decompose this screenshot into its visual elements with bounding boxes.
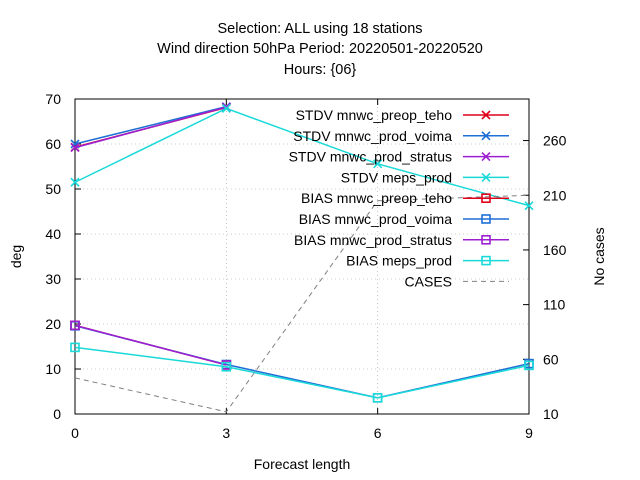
x-tick-label: 0 [71, 425, 79, 441]
data-point [70, 342, 80, 353]
series-layer [70, 102, 534, 413]
y2-axis-label: No cases [591, 227, 607, 285]
y-tick-label: 20 [45, 316, 61, 332]
legend-marker [481, 172, 491, 182]
data-point [221, 103, 231, 114]
data-point [70, 139, 80, 149]
x-tick-label: 3 [222, 425, 230, 441]
data-point [70, 320, 80, 331]
legend-label: BIAS mnwc_preop_teho [301, 190, 452, 206]
legend-label: BIAS mnwc_prod_stratus [294, 232, 452, 248]
y2-tick-label: 10 [543, 406, 559, 422]
series-line [74, 325, 530, 399]
chart-title-line-2: Wind direction 50hPa Period: 20220501-20… [157, 41, 483, 57]
data-point [373, 159, 383, 169]
y-tick-label: 50 [45, 181, 61, 197]
legend-marker [481, 235, 491, 245]
legend-label: CASES [405, 273, 452, 289]
legend-label: STDV meps_prod [341, 169, 452, 185]
plot-frame [74, 98, 530, 415]
series-line [74, 107, 530, 207]
legend-label: STDV mnwc_prod_stratus [289, 149, 452, 165]
y-axis-label: deg [8, 245, 24, 268]
legend-label: STDV mnwc_preop_teho [296, 107, 453, 123]
chart-title-line-1: Selection: ALL using 18 stations [217, 21, 423, 37]
series-line [74, 106, 227, 149]
y-tick-label: 60 [45, 136, 61, 152]
data-point [70, 177, 80, 187]
data-point [70, 143, 80, 153]
legend-label: BIAS mnwc_prod_voima [299, 211, 453, 227]
legend-marker [481, 152, 491, 162]
data-point [221, 361, 232, 372]
legend-marker [481, 255, 491, 266]
series-line [74, 105, 227, 145]
legend-label: BIAS meps_prod [346, 253, 452, 269]
x-axis-label: Forecast length [254, 456, 351, 472]
y2-tick-label: 160 [543, 242, 567, 258]
data-point [372, 392, 383, 403]
legend-marker [481, 193, 491, 203]
y2-tick-label: 260 [543, 133, 567, 149]
legend-marker [481, 131, 491, 141]
y2-tick-label: 210 [543, 187, 567, 203]
legend-label: STDV mnwc_prod_voima [293, 128, 452, 144]
chart-title-line-3: Hours: {06} [283, 62, 357, 78]
y-tick-label: 40 [45, 226, 61, 242]
y2-tick-label: 110 [543, 297, 566, 313]
x-tick-label: 9 [525, 425, 533, 441]
y-tick-label: 30 [45, 271, 61, 287]
y-tick-label: 0 [53, 406, 61, 422]
legend-marker [481, 214, 491, 224]
x-tick-label: 6 [374, 425, 382, 441]
legend-marker [481, 110, 491, 120]
data-point [524, 360, 534, 371]
legend: STDV mnwc_preop_teho STDV mnwc_prod_voima… [289, 107, 509, 289]
data-point [524, 201, 534, 211]
series-line [74, 324, 227, 366]
y-tick-label: 70 [45, 91, 61, 107]
y2-tick-label: 60 [543, 351, 559, 367]
y-tick-label: 10 [45, 361, 61, 377]
series-line [74, 194, 530, 413]
series-line [74, 346, 530, 399]
